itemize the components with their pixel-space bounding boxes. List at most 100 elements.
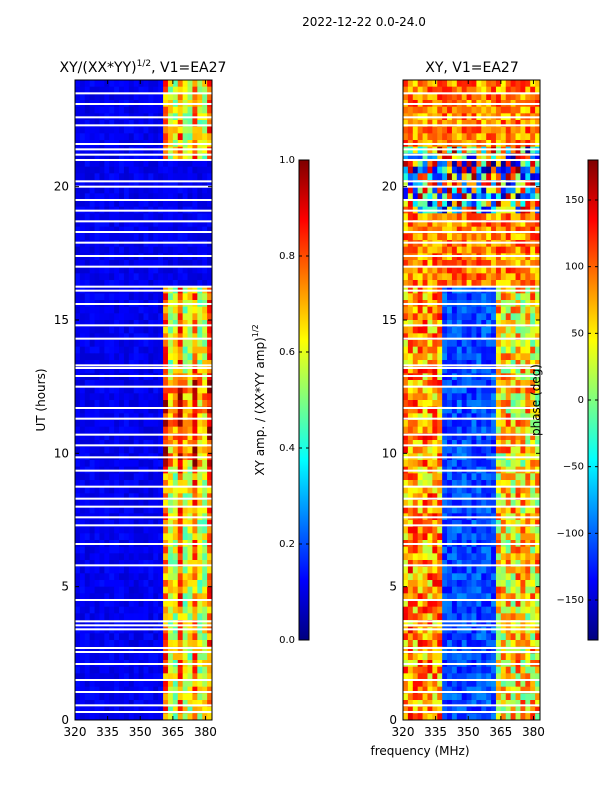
phase-cell xyxy=(456,233,463,241)
phase-cell xyxy=(461,246,468,254)
phase-cell xyxy=(417,566,424,574)
phase-cell xyxy=(505,366,512,374)
amplitude-cell xyxy=(89,80,96,88)
amplitude-cell xyxy=(207,640,213,648)
amplitude-cell xyxy=(119,233,125,241)
amplitude-cell xyxy=(148,246,154,254)
amplitude-cell xyxy=(104,353,110,361)
amplitude-cell xyxy=(128,273,135,281)
phase-cell xyxy=(403,273,409,281)
amplitude-cell xyxy=(172,186,179,194)
phase-cell xyxy=(525,533,531,541)
amplitude-cell xyxy=(187,686,193,694)
phase-cell xyxy=(461,280,468,288)
amplitude-cell xyxy=(167,673,174,681)
phase-cell xyxy=(505,500,512,508)
amplitude-cell xyxy=(89,180,96,188)
phase-cell xyxy=(525,93,531,101)
phase-cell xyxy=(530,93,536,101)
phase-cell xyxy=(520,566,526,574)
amplitude-cell xyxy=(109,666,115,674)
amplitude-cell xyxy=(167,566,174,574)
amplitude-cell xyxy=(158,506,164,514)
amplitude-cell xyxy=(119,606,125,614)
amplitude-cell xyxy=(158,553,164,561)
phase-cell xyxy=(535,326,541,334)
amplitude-cell xyxy=(109,293,115,301)
phase-cell xyxy=(451,186,458,194)
amplitude-cell xyxy=(207,573,213,581)
phase-cell xyxy=(407,526,414,534)
amplitude-cell xyxy=(202,120,208,128)
amplitude-cell xyxy=(133,393,140,401)
figure-title: 2022-12-22 0.0-24.0 xyxy=(302,15,426,29)
amplitude-cell xyxy=(177,606,184,614)
phase-cell xyxy=(422,213,428,221)
phase-cell xyxy=(500,266,507,274)
phase-cell xyxy=(407,160,414,168)
amplitude-cell xyxy=(138,486,144,494)
amplitude-cell xyxy=(187,400,193,408)
amplitude-cell xyxy=(109,673,115,681)
phase-cell xyxy=(447,346,453,354)
amplitude-cell xyxy=(109,633,115,641)
amplitude-cell xyxy=(114,533,120,541)
amplitude-cell xyxy=(84,346,91,354)
amplitude-cell xyxy=(167,260,174,268)
amplitude-cell xyxy=(187,406,193,414)
amplitude-cell xyxy=(119,366,125,374)
phase-cell xyxy=(505,346,512,354)
amplitude-cell xyxy=(114,426,120,434)
amplitude-cell xyxy=(128,486,135,494)
amplitude-cell xyxy=(163,400,169,408)
amplitude-cell xyxy=(172,640,179,648)
phase-cell xyxy=(495,493,502,501)
phase-cell xyxy=(476,200,482,208)
phase-cell xyxy=(491,366,497,374)
amplitude-cell xyxy=(187,600,193,608)
phase-cell xyxy=(432,160,438,168)
phase-cell xyxy=(535,293,541,301)
phase-cell xyxy=(466,193,472,201)
amplitude-cell xyxy=(143,600,149,608)
phase-cell xyxy=(403,320,409,328)
amplitude-cell xyxy=(89,520,96,528)
amplitude-cell xyxy=(109,86,115,94)
amplitude-cell xyxy=(187,580,193,588)
amplitude-cell xyxy=(163,180,169,188)
amplitude-cell xyxy=(207,653,213,661)
amplitude-cell xyxy=(207,560,213,568)
phase-cell xyxy=(476,133,482,141)
amplitude-cell xyxy=(153,440,159,448)
amplitude-cell xyxy=(187,213,193,221)
phase-cell xyxy=(505,553,512,561)
amplitude-cell xyxy=(187,640,193,648)
amplitude-cell xyxy=(163,686,169,694)
amplitude-cell xyxy=(202,606,208,614)
phase-cell xyxy=(500,533,507,541)
amplitude-cell xyxy=(148,260,154,268)
phase-cell xyxy=(412,200,419,208)
amplitude-cell xyxy=(75,380,81,388)
phase-cell xyxy=(451,86,458,94)
amplitude-cell xyxy=(94,546,100,554)
phase-cell xyxy=(466,586,472,594)
amplitude-cell xyxy=(104,446,110,454)
phase-cell xyxy=(515,413,521,421)
phase-cell xyxy=(412,340,419,348)
amplitude-cell xyxy=(143,620,149,628)
phase-cell xyxy=(491,560,497,568)
phase-cell xyxy=(412,560,419,568)
amplitude-cell xyxy=(79,280,86,288)
amplitude-cell xyxy=(187,526,193,534)
phase-cell xyxy=(417,153,424,161)
phase-cell xyxy=(442,173,448,181)
phase-cell xyxy=(510,560,517,568)
phase-cell xyxy=(500,173,507,181)
phase-cell xyxy=(481,80,487,88)
phase-cell xyxy=(476,293,482,301)
phase-cell xyxy=(510,533,517,541)
phase-cell xyxy=(486,173,492,181)
amplitude-cell xyxy=(133,560,140,568)
amplitude-cell xyxy=(202,593,208,601)
